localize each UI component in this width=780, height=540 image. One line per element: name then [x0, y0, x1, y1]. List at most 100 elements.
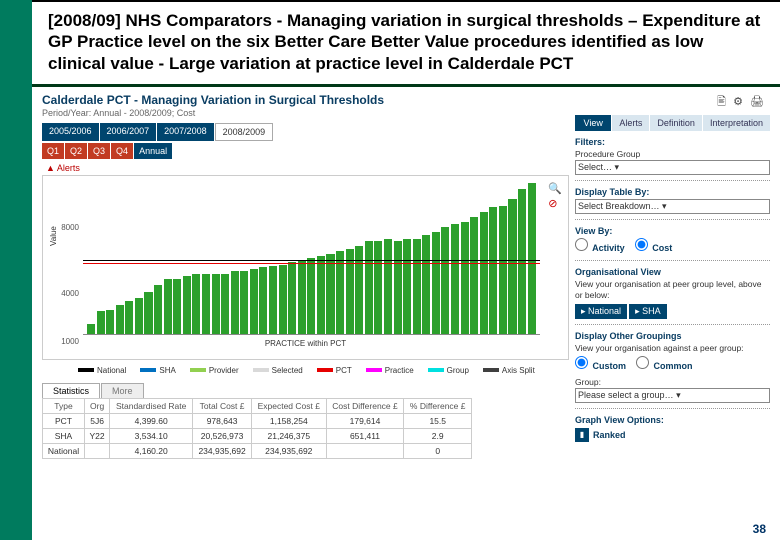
bar — [508, 199, 516, 334]
bar — [221, 274, 229, 334]
display-table-select[interactable]: Select Breakdown… ▾ — [575, 199, 770, 214]
legend-item: Group — [428, 366, 469, 375]
bar — [317, 256, 325, 334]
bar — [326, 254, 334, 334]
radio-custom[interactable]: Custom — [575, 356, 626, 371]
bar — [212, 274, 220, 334]
radio-common[interactable]: Common — [636, 356, 693, 371]
table-header: Total Cost £ — [193, 398, 252, 413]
table-header: Expected Cost £ — [251, 398, 326, 413]
bar — [461, 222, 469, 334]
bar — [518, 189, 526, 333]
bar — [489, 207, 497, 333]
chip-national[interactable]: National — [575, 304, 627, 319]
bar — [279, 265, 287, 334]
bar — [480, 212, 488, 334]
bar — [365, 241, 373, 333]
bar — [125, 301, 133, 334]
tab-statistics[interactable]: Statistics — [42, 383, 100, 399]
bar — [269, 266, 277, 334]
bar — [250, 269, 258, 334]
bar — [403, 239, 411, 334]
bar — [183, 276, 191, 334]
group-label: Group: — [575, 377, 770, 388]
table-row: PCT5J64,399.60978,6431,158,254179,61415.… — [43, 413, 472, 428]
quarter-tabs: Q1Q2Q3Q4Annual — [42, 143, 569, 159]
bar — [135, 298, 143, 334]
view-tabs: View Alerts Definition Interpretation — [575, 115, 770, 131]
ranked-icon: ▮ — [575, 428, 589, 442]
x-axis-label: PRACTICE within PCT — [43, 339, 568, 348]
settings-icon[interactable]: ⚙ — [733, 96, 743, 108]
other-groupings-text: View your organisation against a peer gr… — [575, 343, 770, 354]
y-tick: 4000 — [53, 289, 79, 298]
group-select[interactable]: Please select a group… ▾ — [575, 388, 770, 403]
chart-container: 🔍 ⊘ Value PRACTICE within PCT 1000400080… — [42, 175, 569, 360]
slide-accent-bar — [0, 0, 32, 540]
graph-option-ranked[interactable]: Ranked — [593, 430, 626, 440]
alerts-indicator: Alerts — [46, 163, 569, 173]
year-tabs: 2005/20062006/20072007/20082008/2009 — [42, 123, 569, 141]
bar — [154, 285, 162, 334]
reference-line — [83, 260, 540, 261]
toolbar-icons: 🖹 ⚙ 🖨 — [575, 93, 770, 112]
quarter-tab[interactable]: Q2 — [65, 143, 87, 159]
chip-sha[interactable]: SHA — [629, 304, 667, 319]
bar — [298, 260, 306, 334]
bar — [240, 271, 248, 334]
year-tab[interactable]: 2007/2008 — [157, 123, 214, 141]
bar — [144, 292, 152, 334]
tab-definition[interactable]: Definition — [650, 115, 702, 131]
year-tab[interactable]: 2008/2009 — [215, 123, 274, 141]
quarter-tab[interactable]: Q4 — [111, 143, 133, 159]
procedure-group-select[interactable]: Select… ▾ — [575, 160, 770, 175]
bar — [346, 249, 354, 334]
zoom-in-icon[interactable]: 🔍 — [548, 182, 562, 197]
bar — [470, 217, 478, 334]
bar — [288, 262, 296, 334]
bar — [116, 305, 124, 334]
quarter-tab[interactable]: Annual — [134, 143, 172, 159]
slide-title-block: [2008/09] NHS Comparators - Managing var… — [32, 2, 780, 87]
pct-subtitle: Period/Year: Annual - 2008/2009; Cost — [42, 108, 195, 118]
bar — [528, 183, 536, 334]
table-row: National4,160.20234,935,692234,935,6920 — [43, 443, 472, 458]
view-by-label: View By: — [575, 226, 770, 236]
tab-alerts[interactable]: Alerts — [612, 115, 649, 131]
legend-item: Axis Split — [483, 366, 535, 375]
graph-options-label: Graph View Options: — [575, 415, 770, 425]
tab-view[interactable]: View — [575, 115, 611, 131]
stats-table: TypeOrgStandardised RateTotal Cost £Expe… — [42, 398, 472, 459]
bar — [374, 241, 382, 333]
radio-activity[interactable]: Activity — [575, 238, 625, 253]
quarter-tab[interactable]: Q1 — [42, 143, 64, 159]
export-icon[interactable]: 🖹 — [717, 96, 726, 108]
bar — [202, 274, 210, 334]
other-groupings-label: Display Other Groupings — [575, 331, 770, 341]
bar — [97, 311, 105, 334]
reference-line — [83, 263, 540, 264]
tab-interpretation[interactable]: Interpretation — [703, 115, 770, 131]
zoom-reset-icon[interactable]: ⊘ — [548, 197, 562, 212]
legend-item: Provider — [190, 366, 239, 375]
tab-more[interactable]: More — [101, 383, 144, 399]
bar-chart — [83, 180, 540, 335]
radio-cost[interactable]: Cost — [635, 238, 673, 253]
bar — [422, 235, 430, 334]
page-number: 38 — [753, 522, 766, 536]
year-tab[interactable]: 2005/2006 — [42, 123, 99, 141]
print-icon[interactable]: 🖨 — [750, 96, 764, 108]
bar — [413, 239, 421, 334]
bar — [259, 267, 267, 333]
quarter-tab[interactable]: Q3 — [88, 143, 110, 159]
legend-item: SHA — [140, 366, 175, 375]
bar — [307, 258, 315, 333]
bar — [432, 232, 440, 334]
legend-item: Practice — [366, 366, 414, 375]
year-tab[interactable]: 2006/2007 — [100, 123, 157, 141]
slide-title: [2008/09] NHS Comparators - Managing var… — [48, 10, 764, 74]
bar — [173, 279, 181, 334]
filters-label: Filters: — [575, 137, 770, 147]
y-tick: 8000 — [53, 223, 79, 232]
legend-item: National — [78, 366, 126, 375]
